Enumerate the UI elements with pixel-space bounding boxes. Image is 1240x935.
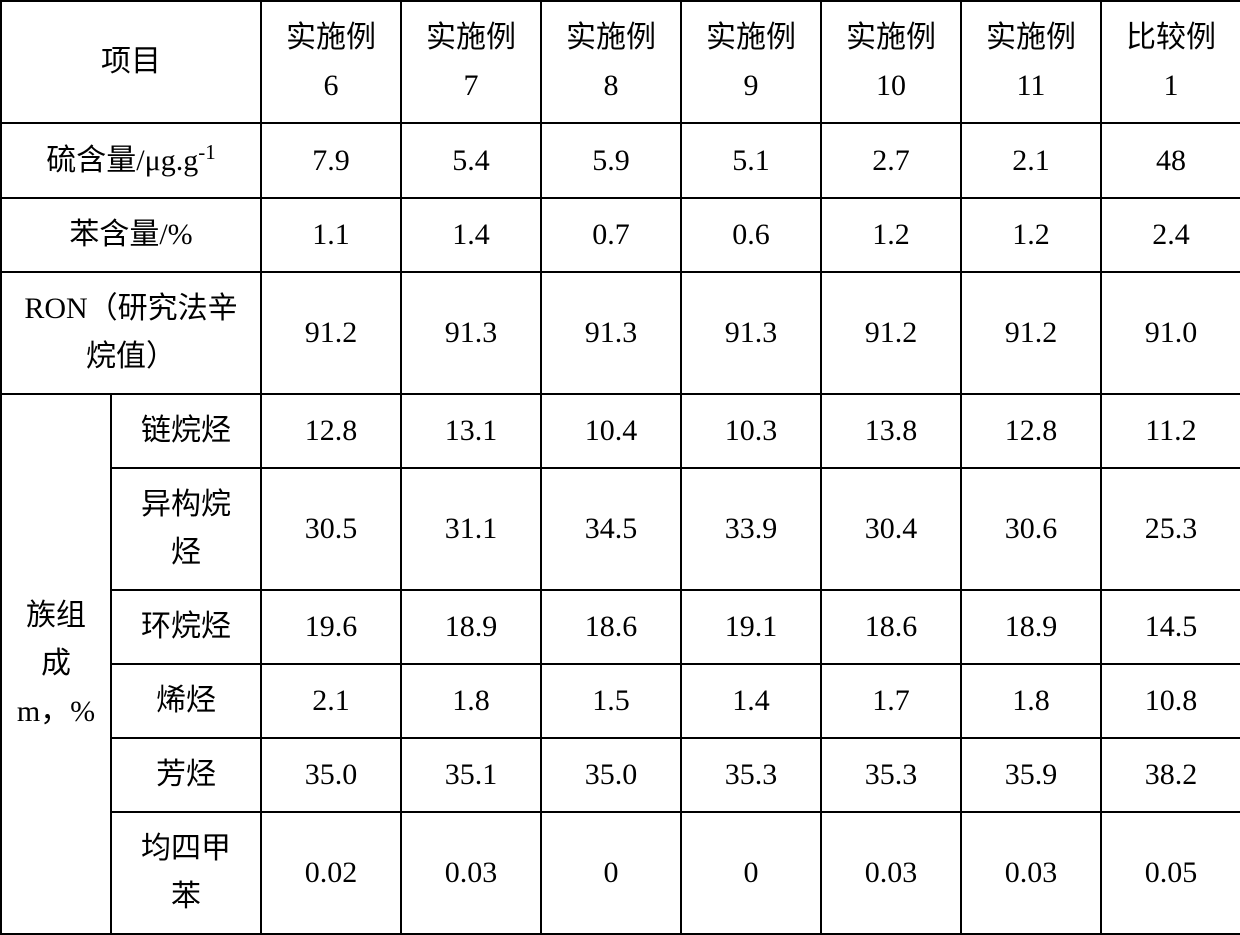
- col-header: 实施例7: [401, 1, 541, 123]
- cell: 19.6: [261, 590, 401, 664]
- col-header: 实施例8: [541, 1, 681, 123]
- cell: 5.1: [681, 123, 821, 198]
- cell: 1.7: [821, 664, 961, 738]
- cell: 0.02: [261, 812, 401, 934]
- cell: 91.3: [401, 272, 541, 394]
- header-project: 项目: [1, 1, 261, 123]
- col-header: 比较例1: [1101, 1, 1240, 123]
- cell: 18.6: [541, 590, 681, 664]
- cell: 13.1: [401, 394, 541, 468]
- cell: 0.03: [961, 812, 1101, 934]
- cell: 0.05: [1101, 812, 1240, 934]
- row-label: 环烷烃: [111, 590, 261, 664]
- col-header: 实施例11: [961, 1, 1101, 123]
- cell: 0: [541, 812, 681, 934]
- cell: 5.4: [401, 123, 541, 198]
- cell: 12.8: [261, 394, 401, 468]
- table-row: RON（研究法辛烷值） 91.2 91.3 91.3 91.3 91.2 91.…: [1, 272, 1240, 394]
- cell: 35.3: [821, 738, 961, 812]
- cell: 13.8: [821, 394, 961, 468]
- table-row: 硫含量/μg.g-1 7.9 5.4 5.9 5.1 2.7 2.1 48: [1, 123, 1240, 198]
- cell: 30.4: [821, 468, 961, 590]
- row-label: 烯烃: [111, 664, 261, 738]
- cell: 1.4: [401, 198, 541, 272]
- cell: 34.5: [541, 468, 681, 590]
- cell: 18.6: [821, 590, 961, 664]
- cell: 1.5: [541, 664, 681, 738]
- cell: 1.1: [261, 198, 401, 272]
- cell: 91.3: [681, 272, 821, 394]
- cell: 91.2: [961, 272, 1101, 394]
- table-row: 苯含量/% 1.1 1.4 0.7 0.6 1.2 1.2 2.4: [1, 198, 1240, 272]
- table-row: 异构烷烃 30.5 31.1 34.5 33.9 30.4 30.6 25.3: [1, 468, 1240, 590]
- cell: 1.2: [961, 198, 1101, 272]
- cell: 91.2: [261, 272, 401, 394]
- row-label-benzene: 苯含量/%: [1, 198, 261, 272]
- cell: 35.9: [961, 738, 1101, 812]
- table-row: 均四甲苯 0.02 0.03 0 0 0.03 0.03 0.05: [1, 812, 1240, 934]
- cell: 14.5: [1101, 590, 1240, 664]
- data-table: 项目 实施例6 实施例7 实施例8 实施例9 实施例10 实施例11 比较例1 …: [0, 0, 1240, 935]
- row-label-ron: RON（研究法辛烷值）: [1, 272, 261, 394]
- cell: 5.9: [541, 123, 681, 198]
- cell: 10.8: [1101, 664, 1240, 738]
- cell: 91.3: [541, 272, 681, 394]
- cell: 11.2: [1101, 394, 1240, 468]
- cell: 30.6: [961, 468, 1101, 590]
- cell: 91.2: [821, 272, 961, 394]
- cell: 35.0: [261, 738, 401, 812]
- cell: 0: [681, 812, 821, 934]
- cell: 31.1: [401, 468, 541, 590]
- row-label: 链烷烃: [111, 394, 261, 468]
- row-label: 均四甲苯: [111, 812, 261, 934]
- row-label: 芳烃: [111, 738, 261, 812]
- cell: 0.03: [401, 812, 541, 934]
- cell: 35.1: [401, 738, 541, 812]
- cell: 33.9: [681, 468, 821, 590]
- col-header: 实施例10: [821, 1, 961, 123]
- col-header: 实施例9: [681, 1, 821, 123]
- cell: 1.8: [401, 664, 541, 738]
- cell: 7.9: [261, 123, 401, 198]
- cell: 19.1: [681, 590, 821, 664]
- row-label: 异构烷烃: [111, 468, 261, 590]
- cell: 1.4: [681, 664, 821, 738]
- cell: 25.3: [1101, 468, 1240, 590]
- cell: 35.0: [541, 738, 681, 812]
- cell: 30.5: [261, 468, 401, 590]
- cell: 2.1: [961, 123, 1101, 198]
- cell: 0.6: [681, 198, 821, 272]
- table-row: 项目 实施例6 实施例7 实施例8 实施例9 实施例10 实施例11 比较例1: [1, 1, 1240, 123]
- cell: 91.0: [1101, 272, 1240, 394]
- cell: 48: [1101, 123, 1240, 198]
- cell: 38.2: [1101, 738, 1240, 812]
- cell: 10.3: [681, 394, 821, 468]
- cell: 2.7: [821, 123, 961, 198]
- cell: 1.8: [961, 664, 1101, 738]
- cell: 1.2: [821, 198, 961, 272]
- cell: 0.7: [541, 198, 681, 272]
- cell: 18.9: [401, 590, 541, 664]
- table-row: 芳烃 35.0 35.1 35.0 35.3 35.3 35.9 38.2: [1, 738, 1240, 812]
- cell: 10.4: [541, 394, 681, 468]
- table-row: 环烷烃 19.6 18.9 18.6 19.1 18.6 18.9 14.5: [1, 590, 1240, 664]
- cell: 0.03: [821, 812, 961, 934]
- cell: 2.4: [1101, 198, 1240, 272]
- table-row: 族组成m，% 链烷烃 12.8 13.1 10.4 10.3 13.8 12.8…: [1, 394, 1240, 468]
- cell: 2.1: [261, 664, 401, 738]
- group-heading: 族组成m，%: [1, 394, 111, 934]
- cell: 18.9: [961, 590, 1101, 664]
- row-label-sulfur: 硫含量/μg.g-1: [1, 123, 261, 198]
- cell: 35.3: [681, 738, 821, 812]
- table-row: 烯烃 2.1 1.8 1.5 1.4 1.7 1.8 10.8: [1, 664, 1240, 738]
- cell: 12.8: [961, 394, 1101, 468]
- col-header: 实施例6: [261, 1, 401, 123]
